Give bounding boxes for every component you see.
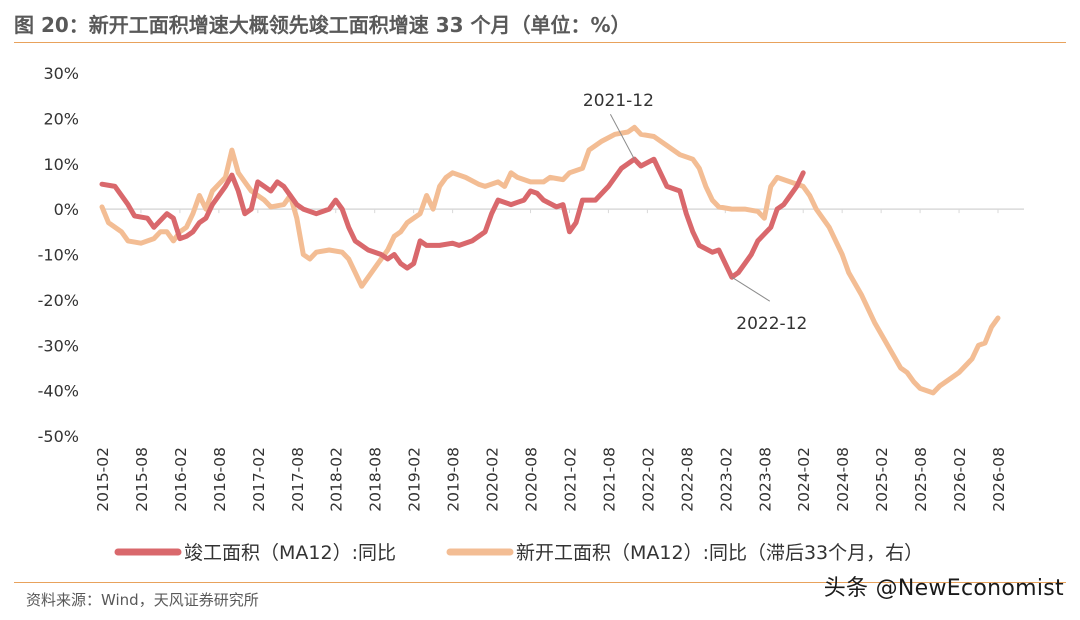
series-layer — [99, 124, 1001, 396]
chart-legend: 竣工面积（MA12）:同比 新开工面积（MA12）:同比（滞后33个月，右） — [114, 542, 923, 564]
x-tick-label: 2020-02 — [484, 447, 502, 512]
x-tick-label: 2020-08 — [523, 447, 541, 512]
y-tick-label: 30% — [43, 64, 79, 83]
title-divider — [14, 42, 1066, 43]
x-tick-label: 2021-08 — [600, 447, 618, 512]
x-tick-label: 2018-02 — [328, 447, 346, 512]
annotation-label: 2022-12 — [736, 314, 807, 334]
legend-label: 新开工面积（MA12）:同比（滞后33个月，右） — [516, 542, 923, 564]
x-tick-label: 2026-02 — [951, 447, 969, 512]
x-tick-label: 2022-02 — [639, 447, 657, 512]
y-tick-label: 20% — [43, 109, 79, 128]
watermark: 头条 @NewEconomist — [823, 576, 1064, 601]
x-tick-label: 2025-02 — [873, 447, 891, 512]
x-tick-label: 2017-02 — [250, 447, 268, 512]
x-tick-label: 2023-08 — [756, 447, 774, 512]
x-tick-label: 2015-02 — [94, 447, 112, 512]
y-tick-label: -40% — [38, 382, 79, 401]
x-tick-label: 2017-08 — [289, 447, 307, 512]
annotation-layer: 2021-12 2022-12 — [583, 91, 807, 334]
x-tick-label: 2021-02 — [561, 447, 579, 512]
x-tick-label: 2018-08 — [367, 447, 385, 512]
legend-label: 竣工面积（MA12）:同比 — [184, 542, 396, 564]
y-axis: 30% 20% 10% 0% -10% -20% -30% -40% -50% — [38, 64, 1024, 446]
x-tick-label: 2024-08 — [834, 447, 852, 512]
x-tick-label: 2019-02 — [406, 447, 424, 512]
annotation-label: 2021-12 — [583, 91, 654, 111]
y-tick-label: -30% — [38, 336, 79, 355]
x-tick-label: 2024-02 — [795, 447, 813, 512]
annotation-leader-line — [609, 113, 635, 160]
x-tick-label: 2016-02 — [172, 447, 190, 512]
x-axis: 2015-02 2015-08 2016-02 2016-08 2017-02 2017-… — [94, 209, 1008, 512]
footer-divider — [14, 582, 1066, 583]
x-tick-label: 2016-08 — [211, 447, 229, 512]
x-tick-label: 2019-08 — [445, 447, 463, 512]
series-line-completion — [99, 156, 806, 280]
y-tick-label: 0% — [54, 200, 79, 219]
x-tick-label: 2022-08 — [678, 447, 696, 512]
x-tick-label: 2015-08 — [133, 447, 151, 512]
y-tick-label: -50% — [38, 427, 79, 446]
y-tick-label: 10% — [43, 155, 79, 174]
series-line-new-starts — [99, 124, 1001, 396]
annotation-leader-line — [731, 276, 771, 302]
source-note: 资料来源：Wind，天风证券研究所 — [26, 591, 259, 609]
page-title: 图 20：新开工面积增速大概领先竣工面积增速 33 个月（单位：%） — [14, 13, 631, 37]
y-tick-label: -10% — [38, 246, 79, 265]
y-tick-label: -20% — [38, 291, 79, 310]
x-tick-label: 2023-02 — [717, 447, 735, 512]
x-tick-label: 2025-08 — [912, 447, 930, 512]
x-tick-label: 2026-08 — [990, 447, 1008, 512]
